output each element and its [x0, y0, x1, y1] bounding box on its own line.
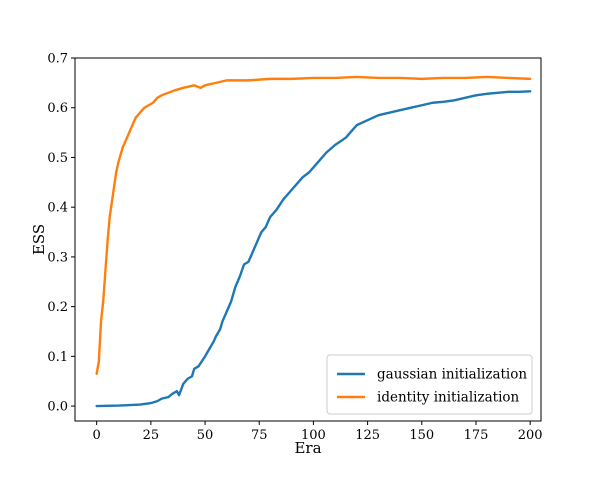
y-tick-label: 0.2	[47, 300, 68, 315]
plot-frame	[74, 57, 542, 422]
legend: gaussian initialization identity initiali…	[326, 354, 533, 415]
x-tick-label: 125	[355, 428, 380, 443]
series-lines	[95, 75, 532, 408]
legend-label: gaussian initialization	[377, 367, 527, 383]
legend-label: identity initialization	[377, 390, 520, 406]
x-tick-label: 75	[251, 428, 268, 443]
y-tick-label: 0.7	[47, 52, 68, 67]
x-tick-label: 100	[301, 428, 326, 443]
x-tick-label: 0	[93, 428, 101, 443]
x-tick-label: 175	[464, 428, 489, 443]
y-tick-label: 0.5	[47, 151, 68, 166]
x-tick-label: 150	[409, 428, 434, 443]
series-line-2	[95, 75, 532, 375]
x-tick-label: 50	[197, 428, 214, 443]
x-axis-label: Era	[294, 439, 321, 457]
y-tick-label: 0.4	[47, 201, 68, 216]
x-tick-label: 25	[143, 428, 160, 443]
x-axis: 0 25 50 75 100 125 150 175 200	[93, 421, 543, 443]
series-line-1	[95, 90, 532, 408]
y-axis: 0.0 0.1 0.2 0.3 0.4 0.5 0.6 0.7	[47, 52, 75, 415]
y-tick-label: 0.6	[47, 101, 68, 116]
y-tick-label: 0.3	[47, 250, 68, 265]
legend-box	[326, 354, 533, 415]
y-tick-label: 0.1	[47, 350, 68, 365]
x-tick-label: 200	[518, 428, 543, 443]
y-tick-label: 0.0	[47, 400, 68, 415]
y-axis-label: ESS	[30, 224, 48, 255]
